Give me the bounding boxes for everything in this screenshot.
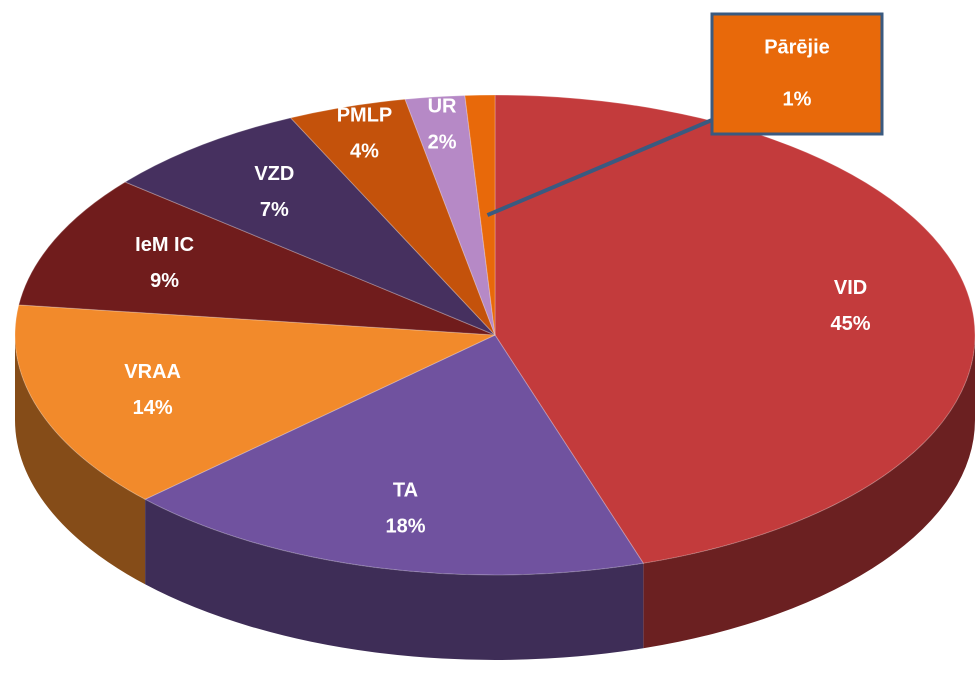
- slice-value: 18%: [385, 516, 425, 538]
- pie-slice: [289, 98, 496, 336]
- pie-slice: [124, 117, 496, 336]
- slice-value: 1%: [783, 88, 812, 110]
- callout-leader: [486, 118, 713, 217]
- slice-value: 2%: [428, 132, 457, 154]
- pie-slice: [464, 94, 496, 336]
- slice-value: 7%: [260, 199, 289, 221]
- slice-value: 14%: [133, 397, 173, 419]
- pie-side: [643, 335, 975, 649]
- slice-label: VRAA: [124, 361, 181, 383]
- callout-box: [710, 12, 884, 136]
- pie-slice: [14, 304, 496, 500]
- slice-label: Pārējie: [764, 36, 830, 58]
- pie-side: [145, 499, 644, 660]
- slice-label: VID: [834, 277, 867, 299]
- slice-label: VZD: [254, 163, 294, 185]
- pie-slice: [143, 334, 645, 576]
- slice-label: UR: [428, 96, 457, 118]
- slice-label: IeM IC: [135, 234, 194, 256]
- slice-label: TA: [393, 480, 418, 502]
- slice-value: 4%: [350, 140, 379, 162]
- pie-side: [15, 335, 146, 585]
- pie-slice: [494, 94, 976, 564]
- slice-value: 45%: [831, 313, 871, 335]
- pie-slice: [404, 94, 496, 336]
- slice-label: PMLP: [337, 104, 393, 126]
- pie-slice: [18, 181, 496, 336]
- slice-value: 9%: [150, 270, 179, 292]
